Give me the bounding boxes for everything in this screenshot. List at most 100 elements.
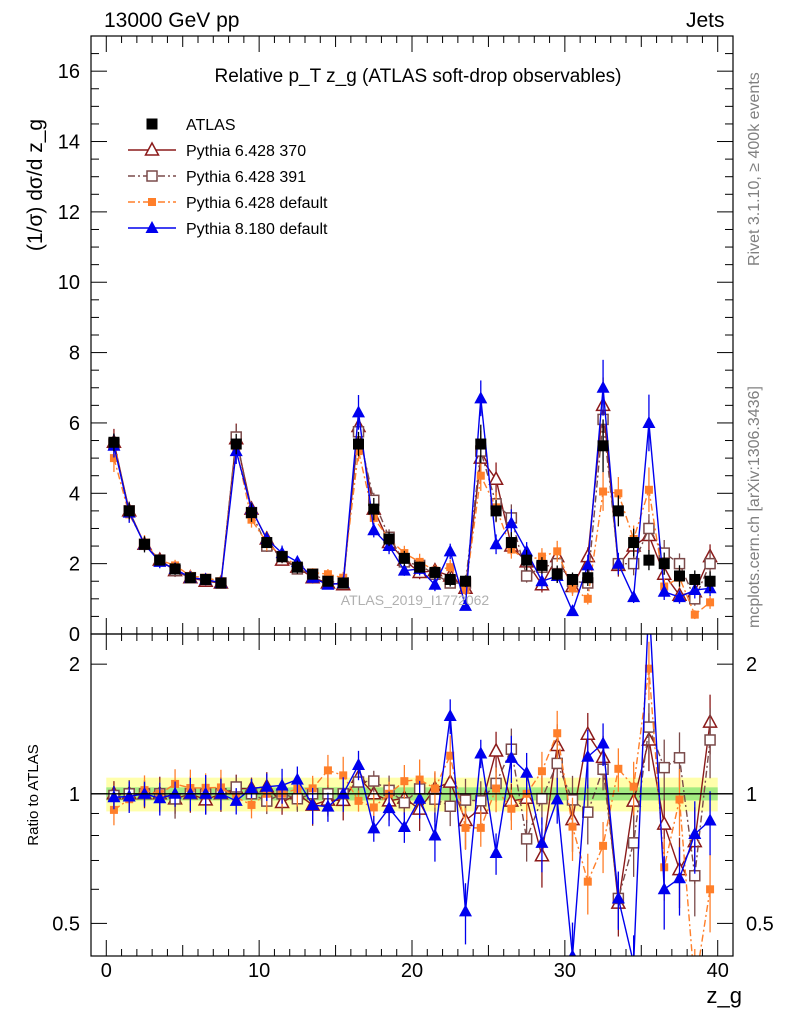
- ratio-point-p370: [656, 815, 672, 830]
- ratio-y-tick-label-left: 2: [69, 654, 80, 676]
- legend-entry-p8: Pythia 8.180 default: [128, 221, 328, 238]
- y-tick-label: 14: [58, 132, 80, 154]
- data-point-p391: [704, 557, 716, 570]
- legend-marker-p8: [145, 221, 159, 233]
- data-point-atlas: [261, 537, 273, 549]
- data-point-atlas: [490, 505, 502, 517]
- ratio-point-p391: [520, 833, 533, 845]
- ratio-point-p6def: [476, 823, 485, 832]
- legend-marker-p6def: [148, 198, 156, 206]
- ratio-point-p8: [504, 750, 518, 763]
- data-point-p6def: [476, 471, 485, 480]
- ratio-point-p6def: [583, 877, 592, 886]
- ratio-point-p6def: [537, 767, 546, 776]
- data-point-atlas: [536, 559, 548, 571]
- data-point-p8: [352, 405, 365, 418]
- ratio-point-p8: [229, 793, 243, 806]
- ratio-point-p8: [520, 765, 534, 778]
- ratio-point-p8: [581, 749, 595, 762]
- x-tick-label: 30: [554, 960, 576, 982]
- data-point-atlas: [215, 577, 227, 589]
- ratio-line-p6def: [113, 668, 711, 956]
- data-point-atlas: [307, 568, 319, 580]
- ratio-point-p8: [245, 781, 258, 794]
- ratio-point-p6def: [507, 804, 516, 813]
- series-p391-main: [108, 396, 716, 606]
- data-point-p391: [627, 557, 640, 570]
- ratio-point-p391: [459, 794, 472, 806]
- ratio-point-p6def: [430, 784, 439, 793]
- ratio-point-p8: [183, 786, 197, 799]
- ratio-point-p6def: [323, 766, 332, 775]
- data-point-p8: [428, 577, 442, 590]
- ratio-point-p6def: [629, 782, 638, 791]
- data-point-atlas: [628, 537, 640, 549]
- data-point-p6def: [568, 584, 577, 593]
- data-point-atlas: [322, 575, 334, 587]
- series-line-p6def: [113, 447, 711, 616]
- ratio-point-p6def: [247, 800, 256, 809]
- data-point-atlas: [123, 505, 135, 517]
- ratio-point-p8: [397, 820, 411, 833]
- ratio-point-p8: [367, 821, 381, 834]
- chart-title: Relative p_T z_g (ATLAS soft-drop observ…: [215, 66, 622, 87]
- data-point-atlas: [184, 572, 196, 584]
- ratio-point-p391: [673, 752, 686, 764]
- data-point-atlas: [200, 573, 212, 585]
- data-point-p8: [489, 537, 503, 550]
- ratio-point-p8: [642, 593, 655, 605]
- data-point-atlas: [612, 505, 624, 517]
- data-point-p6def: [537, 552, 546, 561]
- data-point-p8: [474, 391, 488, 404]
- ratio-point-p6def: [492, 784, 501, 793]
- legend-label-p370: Pythia 6.428 370: [186, 143, 306, 160]
- ratio-point-p6def: [614, 764, 623, 773]
- data-point-atlas: [674, 570, 685, 582]
- ratio-y-tick-label-right: 2: [746, 654, 757, 676]
- y-tick-label: 0: [69, 624, 80, 646]
- rivet-version-label: Rivet 3.1.10, ≥ 400k events: [746, 72, 763, 266]
- legend-entry-p391: Pythia 6.428 391: [128, 169, 306, 186]
- legend-entry-p6def: Pythia 6.428 default: [128, 195, 328, 212]
- ratio-point-p391: [475, 795, 487, 807]
- y-tick-label: 10: [58, 272, 80, 294]
- data-point-p6def: [109, 454, 118, 463]
- ratio-point-p6def: [109, 805, 118, 814]
- data-point-atlas: [551, 568, 563, 580]
- data-point-p8: [581, 558, 595, 571]
- series-line-p8: [113, 387, 711, 614]
- data-point-p8: [657, 584, 671, 597]
- ratio-point-p8: [382, 801, 396, 814]
- y-tick-label: 2: [69, 554, 80, 576]
- legend-label-p8: Pythia 8.180 default: [186, 221, 328, 238]
- ratio-point-p8: [657, 882, 671, 895]
- data-point-p8: [535, 574, 549, 587]
- x-tick-label: 0: [101, 960, 112, 982]
- ratio-point-p391: [536, 792, 548, 805]
- x-tick-label: 10: [248, 960, 270, 982]
- ratio-point-p8: [459, 904, 472, 917]
- y-axis-label: (1/σ) dσ/d z_g: [24, 119, 47, 251]
- data-point-atlas: [597, 440, 609, 452]
- ratio-point-p391: [551, 757, 563, 770]
- ratio-point-p391: [643, 721, 655, 733]
- ratio-point-p8: [352, 757, 365, 770]
- ratio-point-p8: [122, 789, 136, 802]
- watermark: ATLAS_2019_I1772062: [341, 592, 490, 608]
- ratio-point-p391: [627, 837, 640, 849]
- ratio-y-tick-label-right: 1: [746, 784, 757, 806]
- data-point-p6def: [446, 563, 455, 572]
- ratio-point-p6def: [369, 803, 378, 812]
- data-point-p8: [459, 598, 472, 611]
- ratio-point-p6def: [644, 664, 653, 673]
- data-point-atlas: [398, 552, 410, 564]
- ratio-point-p6def: [415, 775, 424, 784]
- y-tick-label: 8: [69, 343, 80, 365]
- ratio-point-p6def: [461, 823, 470, 832]
- ratio-point-p8: [550, 792, 564, 805]
- data-point-p6def: [644, 485, 653, 494]
- ratio-point-p370: [442, 773, 458, 788]
- ratio-point-p6def: [400, 777, 409, 786]
- ratio-point-p8: [688, 827, 702, 840]
- ratio-point-p8: [153, 791, 167, 804]
